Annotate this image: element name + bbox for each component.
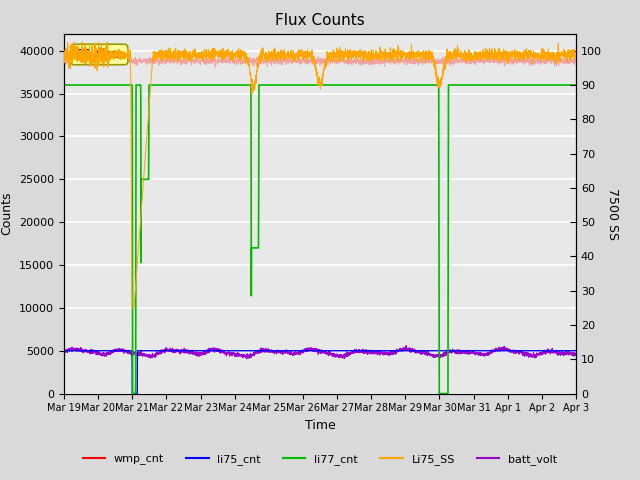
X-axis label: Time: Time xyxy=(305,419,335,432)
Y-axis label: 7500 SS: 7500 SS xyxy=(605,188,618,240)
Text: EE_flux: EE_flux xyxy=(74,48,124,61)
Y-axis label: Counts: Counts xyxy=(1,192,13,235)
Title: Flux Counts: Flux Counts xyxy=(275,13,365,28)
Legend: wmp_cnt, li75_cnt, li77_cnt, Li75_SS, batt_volt: wmp_cnt, li75_cnt, li77_cnt, Li75_SS, ba… xyxy=(78,450,562,469)
